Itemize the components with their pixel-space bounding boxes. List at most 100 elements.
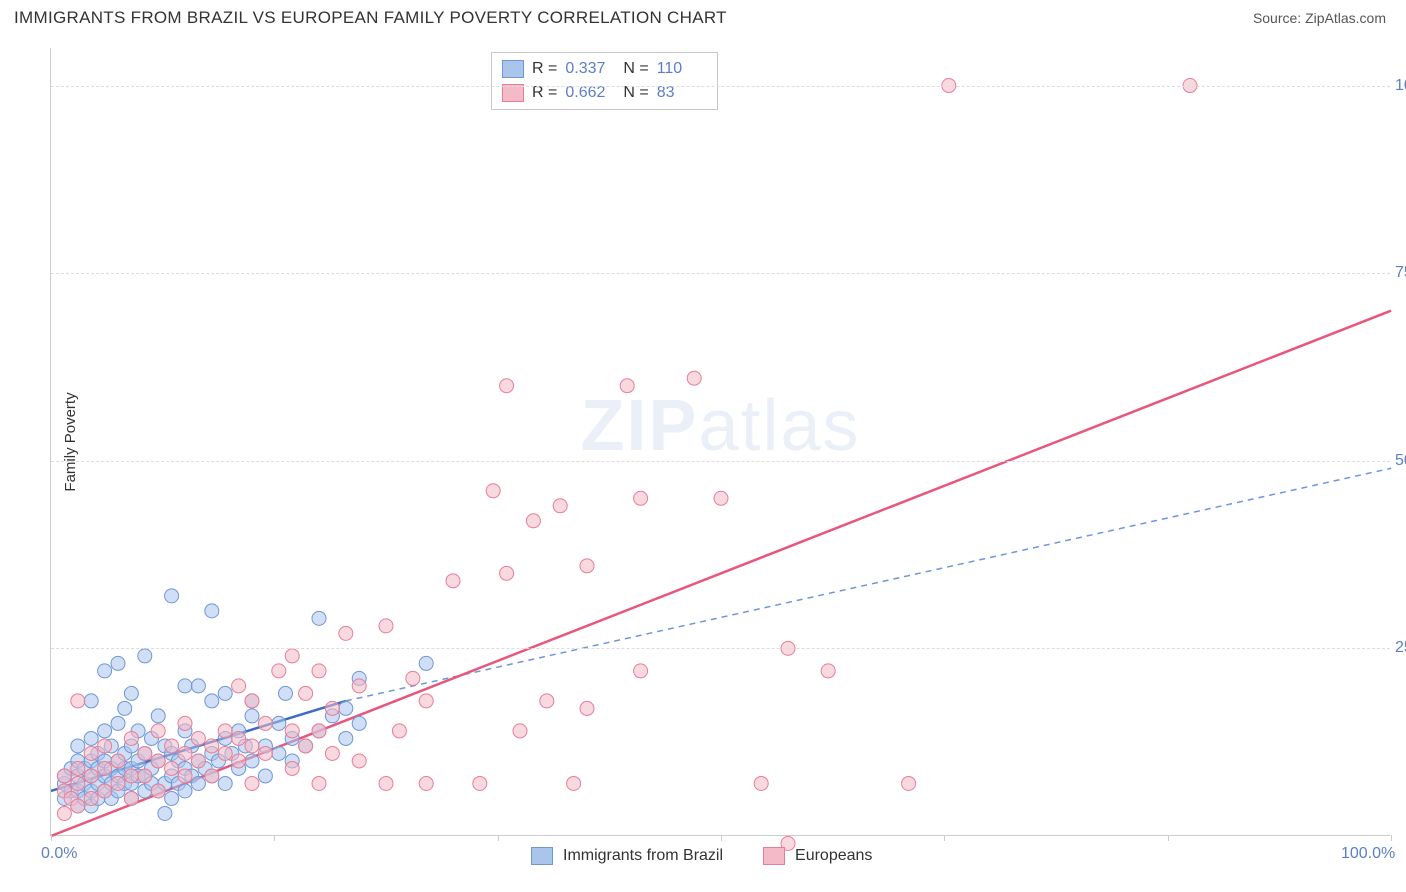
data-point <box>379 776 393 790</box>
data-point <box>419 694 433 708</box>
data-point <box>218 686 232 700</box>
data-point <box>111 776 125 790</box>
data-point <box>352 679 366 693</box>
data-point <box>567 776 581 790</box>
data-point <box>500 566 514 580</box>
data-point <box>714 491 728 505</box>
data-point <box>218 776 232 790</box>
data-point <box>634 491 648 505</box>
data-point <box>71 739 85 753</box>
data-point <box>540 694 554 708</box>
x-tick <box>274 835 275 841</box>
data-point <box>71 776 85 790</box>
data-point <box>580 701 594 715</box>
data-point <box>339 626 353 640</box>
data-point <box>84 746 98 760</box>
data-point <box>84 731 98 745</box>
data-point <box>473 776 487 790</box>
x-tick <box>51 835 52 841</box>
data-point <box>138 769 152 783</box>
x-tick-label: 100.0% <box>1341 845 1395 863</box>
data-point <box>98 724 112 738</box>
y-tick-label: 75.0% <box>1395 264 1406 282</box>
data-point <box>191 754 205 768</box>
data-point <box>138 649 152 663</box>
data-point <box>526 514 540 528</box>
data-point <box>513 724 527 738</box>
data-point <box>178 746 192 760</box>
data-point <box>178 784 192 798</box>
data-point <box>178 769 192 783</box>
data-point <box>232 731 246 745</box>
data-point <box>392 724 406 738</box>
data-point <box>687 371 701 385</box>
data-point <box>205 739 219 753</box>
data-point <box>165 761 179 775</box>
data-point <box>272 716 286 730</box>
data-point <box>124 731 138 745</box>
data-point <box>71 694 85 708</box>
grid-line <box>51 273 1390 274</box>
data-point <box>158 806 172 820</box>
data-point <box>419 776 433 790</box>
data-point <box>245 754 259 768</box>
grid-line <box>51 461 1390 462</box>
x-tick <box>944 835 945 841</box>
data-point <box>634 664 648 678</box>
y-tick-label: 50.0% <box>1395 452 1406 470</box>
data-point <box>124 686 138 700</box>
data-point <box>138 746 152 760</box>
data-point <box>98 664 112 678</box>
data-point <box>124 769 138 783</box>
data-point <box>339 731 353 745</box>
data-point <box>151 784 165 798</box>
legend-label-europeans: Europeans <box>795 847 872 865</box>
x-tick <box>721 835 722 841</box>
data-point <box>205 694 219 708</box>
data-point <box>279 686 293 700</box>
data-point <box>165 791 179 805</box>
data-point <box>821 664 835 678</box>
data-point <box>258 769 272 783</box>
data-point <box>111 754 125 768</box>
scatter-svg <box>51 48 1390 835</box>
y-tick-label: 100.0% <box>1395 77 1406 95</box>
data-point <box>339 701 353 715</box>
data-point <box>620 379 634 393</box>
data-point <box>218 724 232 738</box>
data-point <box>285 649 299 663</box>
data-point <box>325 701 339 715</box>
data-point <box>57 806 71 820</box>
x-tick <box>1391 835 1392 841</box>
data-point <box>245 739 259 753</box>
data-point <box>205 604 219 618</box>
chart-plot-area: Family Poverty ZIPatlas R = 0.337 N = 11… <box>50 48 1390 836</box>
data-point <box>553 499 567 513</box>
data-point <box>419 656 433 670</box>
data-point <box>191 776 205 790</box>
grid-line <box>51 86 1390 87</box>
data-point <box>285 724 299 738</box>
data-point <box>178 679 192 693</box>
data-point <box>580 559 594 573</box>
data-point <box>118 701 132 715</box>
data-point <box>245 776 259 790</box>
series-legend: Immigrants from Brazil Europeans <box>531 847 872 865</box>
data-point <box>232 754 246 768</box>
data-point <box>151 754 165 768</box>
data-point <box>98 761 112 775</box>
data-point <box>151 724 165 738</box>
data-point <box>285 761 299 775</box>
data-point <box>71 761 85 775</box>
data-point <box>124 791 138 805</box>
data-point <box>272 746 286 760</box>
data-point <box>84 769 98 783</box>
data-point <box>205 769 219 783</box>
data-point <box>98 784 112 798</box>
x-tick <box>1168 835 1169 841</box>
data-point <box>312 611 326 625</box>
data-point <box>754 776 768 790</box>
data-point <box>258 716 272 730</box>
data-point <box>352 716 366 730</box>
data-point <box>84 694 98 708</box>
